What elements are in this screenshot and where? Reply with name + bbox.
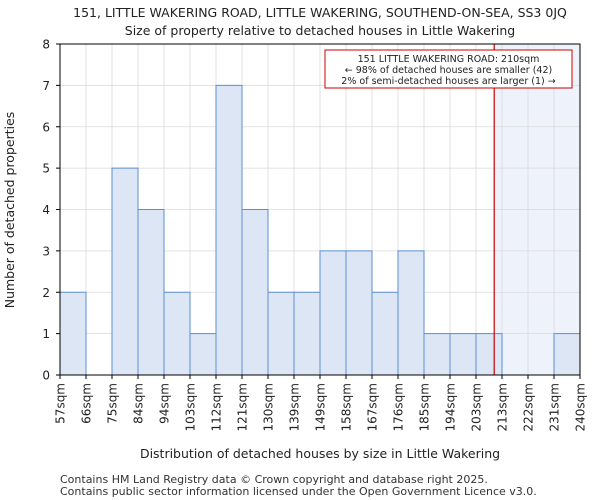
y-tick-label: 8 — [42, 38, 50, 52]
footer-line-1: Contains HM Land Registry data © Crown c… — [60, 473, 488, 486]
annotation-box: 151 LITTLE WAKERING ROAD: 210sqm ← 98% o… — [324, 49, 573, 89]
x-tick-label: 213sqm — [496, 383, 510, 431]
x-axis-ticks: 57sqm 66sqm 75sqm 84sqm 94sqm 103sqm 112sqm 121… — [54, 375, 588, 431]
x-tick-label: 167sqm — [366, 383, 380, 431]
y-tick-label: 1 — [42, 327, 50, 341]
x-tick-label: 231sqm — [548, 383, 562, 431]
x-tick-label: 240sqm — [574, 383, 588, 431]
footer-line-2: Contains public sector information licen… — [60, 485, 537, 498]
annotation-frame — [324, 49, 573, 89]
y-tick-label: 7 — [42, 79, 50, 93]
bar — [267, 291, 295, 376]
x-tick-label: 176sqm — [392, 383, 406, 431]
y-axis-ticks: 0 1 2 3 4 5 6 7 8 — [42, 38, 60, 383]
x-tick-label: 139sqm — [288, 383, 302, 431]
x-tick-label: 149sqm — [314, 383, 328, 431]
chart-subtitle: Size of property relative to detached ho… — [125, 23, 515, 38]
x-axis-label: Distribution of detached houses by size … — [140, 446, 500, 461]
annotation-line-1: 151 LITTLE WAKERING ROAD: 210sqm — [358, 54, 540, 65]
annotation-line-2: ← 98% of detached houses are smaller (42… — [345, 65, 552, 76]
y-tick-label: 0 — [42, 369, 50, 383]
bar — [189, 333, 217, 376]
bar — [163, 291, 191, 376]
bar — [371, 291, 399, 376]
x-tick-label: 103sqm — [184, 383, 198, 431]
annotation-line-3: 2% of semi-detached houses are larger (1… — [341, 76, 555, 87]
bars — [59, 84, 581, 376]
bar — [423, 333, 451, 376]
x-tick-label: 203sqm — [470, 383, 484, 431]
x-tick-label: 130sqm — [262, 383, 276, 431]
bar — [241, 209, 269, 376]
bar — [293, 291, 321, 376]
y-tick-label: 3 — [42, 244, 50, 258]
bar — [449, 333, 477, 376]
bar — [553, 333, 581, 376]
y-tick-label: 2 — [42, 286, 50, 300]
x-tick-label: 94sqm — [158, 383, 172, 424]
x-tick-label: 121sqm — [236, 383, 250, 431]
bar — [345, 250, 373, 376]
bar — [475, 333, 503, 376]
y-tick-label: 6 — [42, 120, 50, 134]
bar — [397, 250, 425, 376]
x-tick-label: 66sqm — [80, 383, 94, 424]
x-tick-label: 84sqm — [132, 383, 146, 424]
bar — [137, 209, 165, 376]
y-tick-label: 4 — [42, 203, 50, 217]
x-tick-label: 57sqm — [54, 383, 68, 424]
bar — [215, 84, 243, 376]
x-tick-label: 75sqm — [106, 383, 120, 424]
bar — [111, 167, 139, 376]
bar — [319, 250, 347, 376]
x-tick-label: 194sqm — [444, 383, 458, 431]
x-tick-label: 222sqm — [522, 383, 536, 431]
y-axis-label: Number of detached properties — [2, 112, 17, 309]
y-tick-label: 5 — [42, 162, 50, 176]
x-tick-label: 185sqm — [418, 383, 432, 431]
x-tick-label: 158sqm — [340, 383, 354, 431]
chart-title: 151, LITTLE WAKERING ROAD, LITTLE WAKERI… — [73, 5, 567, 20]
bar — [59, 291, 87, 376]
x-tick-label: 112sqm — [210, 383, 224, 431]
